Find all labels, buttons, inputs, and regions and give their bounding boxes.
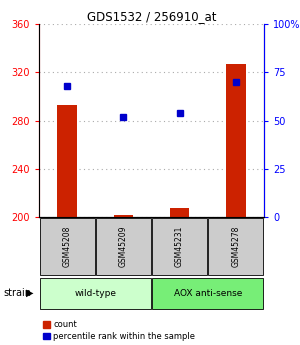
Bar (226, 64, 246, 217)
Text: strain: strain (3, 288, 31, 298)
Text: GSM45278: GSM45278 (231, 226, 240, 267)
Bar (152, 278, 263, 309)
Bar (40, 278, 151, 309)
Bar (208, 218, 263, 275)
Text: ▶: ▶ (26, 288, 34, 298)
Bar (152, 218, 207, 275)
Text: wild-type: wild-type (74, 289, 116, 298)
Bar (40, 218, 95, 275)
Text: GSM45209: GSM45209 (119, 226, 128, 267)
Bar (57, 105, 77, 217)
Text: AOX anti-sense: AOX anti-sense (174, 289, 242, 298)
Bar (113, 215, 133, 217)
Text: GSM45231: GSM45231 (175, 226, 184, 267)
Bar (170, 208, 190, 217)
Bar (96, 218, 151, 275)
Legend: count, percentile rank within the sample: count, percentile rank within the sample (43, 321, 195, 341)
Text: GSM45208: GSM45208 (63, 226, 72, 267)
Title: GDS1532 / 256910_at: GDS1532 / 256910_at (87, 10, 216, 23)
